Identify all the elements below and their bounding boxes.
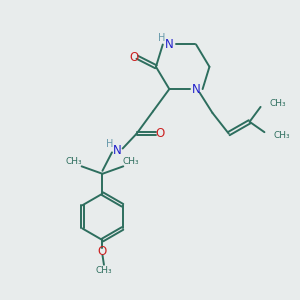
Text: CH₃: CH₃ <box>66 158 82 166</box>
Text: O: O <box>129 51 138 64</box>
Text: CH₃: CH₃ <box>122 158 139 166</box>
Text: CH₃: CH₃ <box>274 130 291 140</box>
Text: O: O <box>156 127 165 140</box>
Text: N: N <box>192 82 200 96</box>
Text: H: H <box>158 33 165 43</box>
Text: O: O <box>98 245 107 258</box>
Text: CH₃: CH₃ <box>269 99 286 108</box>
Text: CH₃: CH₃ <box>96 266 112 275</box>
Text: N: N <box>165 38 174 51</box>
Text: N: N <box>113 143 122 157</box>
Text: H: H <box>106 139 113 149</box>
